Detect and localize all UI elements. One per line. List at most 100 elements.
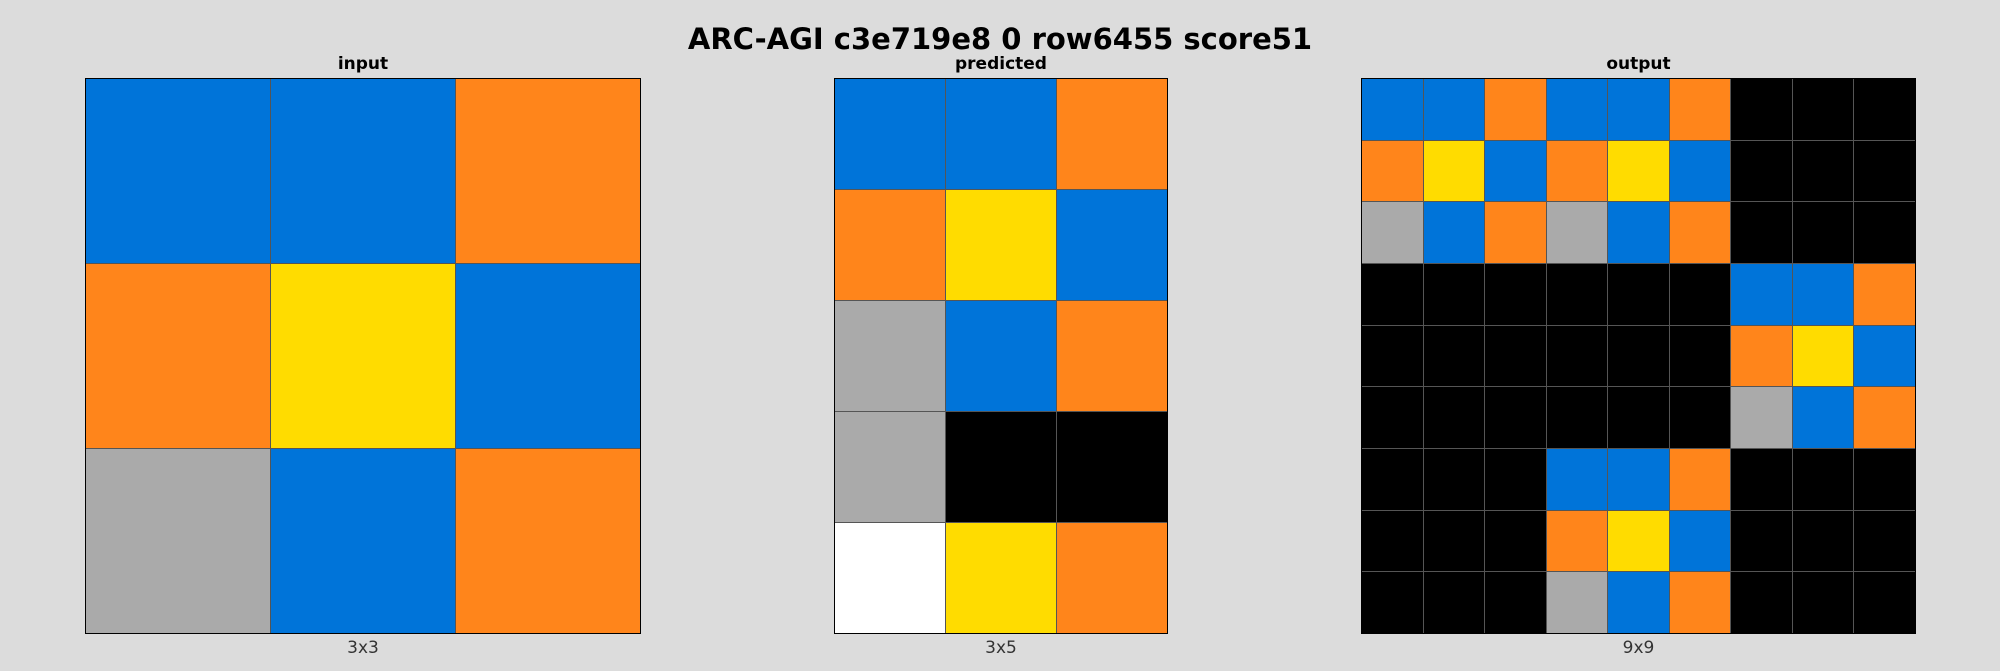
output-cell xyxy=(1423,325,1485,387)
output-cell xyxy=(1485,202,1546,263)
output-cell xyxy=(1362,140,1423,202)
output-cell xyxy=(1423,202,1485,263)
input-cell xyxy=(456,79,640,263)
output-cell xyxy=(1423,140,1485,202)
output-cell xyxy=(1792,387,1854,448)
output-grid xyxy=(1361,78,1916,634)
predicted-cell xyxy=(1057,79,1167,189)
predicted-cell xyxy=(835,79,945,189)
input-panel-title: input xyxy=(337,54,389,74)
output-cell xyxy=(1546,387,1608,448)
input-cell xyxy=(271,264,455,448)
predicted-cell xyxy=(835,301,945,411)
output-cell xyxy=(1362,325,1423,387)
output-cell xyxy=(1854,449,1915,510)
output-cell xyxy=(1792,449,1854,510)
output-cell xyxy=(1485,510,1546,572)
figure-title: ARC-AGI c3e719e8 0 row6455 score51 xyxy=(687,22,1313,56)
input-cell xyxy=(271,79,455,263)
output-cell xyxy=(1546,202,1608,263)
output-cell xyxy=(1608,264,1669,325)
output-cell xyxy=(1731,325,1792,387)
output-cell xyxy=(1423,572,1485,633)
output-cell xyxy=(1546,264,1608,325)
output-cell xyxy=(1854,387,1915,448)
output-cell xyxy=(1362,572,1423,633)
input-cell xyxy=(86,449,270,633)
input-grid-size: 3x3 xyxy=(347,638,379,658)
output-cell xyxy=(1731,79,1792,140)
output-cell xyxy=(1669,510,1731,572)
output-cell xyxy=(1608,572,1669,633)
predicted-cell xyxy=(946,412,1056,522)
output-cell xyxy=(1731,202,1792,263)
input-cell xyxy=(86,264,270,448)
output-cell xyxy=(1485,325,1546,387)
input-grid xyxy=(85,78,641,634)
output-cell xyxy=(1854,202,1915,263)
output-cell xyxy=(1669,264,1731,325)
output-cell xyxy=(1792,510,1854,572)
output-cell xyxy=(1854,140,1915,202)
output-cell xyxy=(1485,449,1546,510)
output-cell xyxy=(1731,572,1792,633)
predicted-cell xyxy=(946,523,1056,633)
output-cell xyxy=(1669,449,1731,510)
output-cell xyxy=(1485,572,1546,633)
output-cell xyxy=(1362,510,1423,572)
output-cell xyxy=(1485,140,1546,202)
output-cell xyxy=(1485,264,1546,325)
output-cell xyxy=(1731,264,1792,325)
output-cell xyxy=(1423,79,1485,140)
input-cell xyxy=(456,264,640,448)
predicted-cell xyxy=(946,190,1056,300)
output-cell xyxy=(1731,387,1792,448)
output-cell xyxy=(1792,79,1854,140)
output-cell xyxy=(1854,572,1915,633)
predicted-cell xyxy=(1057,523,1167,633)
predicted-cell xyxy=(835,523,945,633)
output-cell xyxy=(1669,387,1731,448)
output-cell xyxy=(1854,79,1915,140)
output-cell xyxy=(1669,325,1731,387)
predicted-cell xyxy=(1057,301,1167,411)
output-cell xyxy=(1608,325,1669,387)
output-cell xyxy=(1792,572,1854,633)
predicted-cell xyxy=(835,190,945,300)
output-cell xyxy=(1854,510,1915,572)
output-cell xyxy=(1608,449,1669,510)
output-cell xyxy=(1792,325,1854,387)
predicted-cell xyxy=(946,301,1056,411)
output-cell xyxy=(1362,202,1423,263)
output-cell xyxy=(1669,202,1731,263)
output-cell xyxy=(1669,572,1731,633)
output-cell xyxy=(1423,264,1485,325)
output-cell xyxy=(1854,264,1915,325)
input-cell xyxy=(86,79,270,263)
output-cell xyxy=(1669,140,1731,202)
predicted-grid xyxy=(834,78,1168,634)
output-cell xyxy=(1731,449,1792,510)
output-panel-title: output xyxy=(1606,54,1671,74)
output-cell xyxy=(1423,449,1485,510)
output-cell xyxy=(1485,387,1546,448)
predicted-cell xyxy=(1057,412,1167,522)
output-cell xyxy=(1792,264,1854,325)
output-cell xyxy=(1423,510,1485,572)
output-cell xyxy=(1854,325,1915,387)
output-cell xyxy=(1608,510,1669,572)
output-cell xyxy=(1792,202,1854,263)
output-cell xyxy=(1362,79,1423,140)
output-cell xyxy=(1546,140,1608,202)
predicted-cell xyxy=(946,79,1056,189)
output-cell xyxy=(1608,202,1669,263)
predicted-panel-title: predicted xyxy=(955,54,1047,74)
output-cell xyxy=(1731,510,1792,572)
output-cell xyxy=(1546,510,1608,572)
output-cell xyxy=(1731,140,1792,202)
output-cell xyxy=(1608,387,1669,448)
output-cell xyxy=(1546,572,1608,633)
output-cell xyxy=(1669,79,1731,140)
output-cell xyxy=(1546,449,1608,510)
output-cell xyxy=(1362,387,1423,448)
